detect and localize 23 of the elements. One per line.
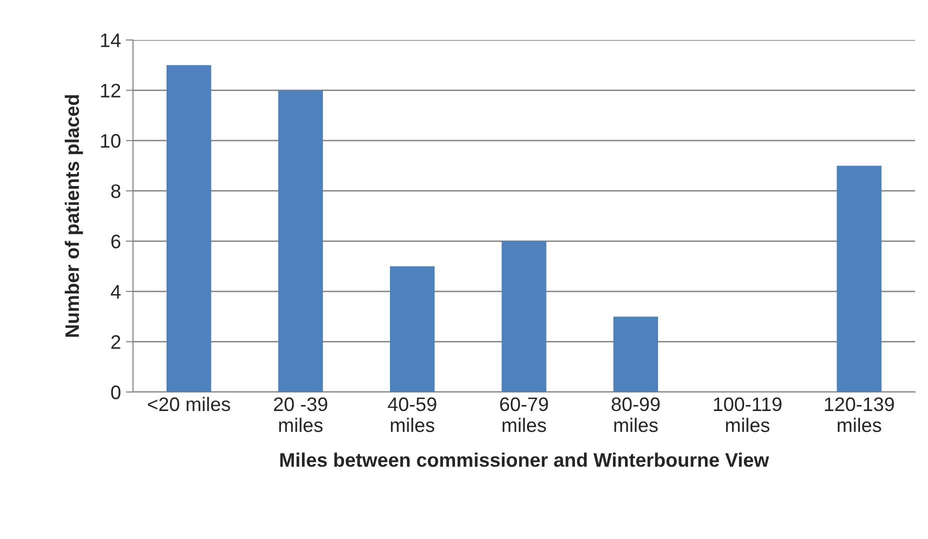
x-tick-label: 80-99 miles [612, 397, 660, 432]
x-tick-label: 120-139 miles [824, 397, 894, 432]
bar [836, 166, 882, 392]
y-tick-label: 14 [101, 34, 121, 48]
x-tick-label: 20 -39 miles [274, 397, 328, 432]
y-axis-title: Number of patients placed [64, 95, 83, 337]
y-tick-label: 2 [111, 335, 120, 349]
y-tick-label: 6 [111, 234, 120, 248]
bar [166, 65, 212, 392]
x-tick-label: 100-119 miles [714, 397, 782, 432]
y-tick-label: 4 [110, 285, 121, 298]
x-tick-label: <20 miles [148, 396, 230, 412]
x-tick-label: 60-79 miles [500, 397, 548, 432]
y-tick-label: 0 [111, 385, 120, 400]
bar [390, 266, 435, 392]
y-tick-label: 10 [101, 134, 120, 148]
x-tick-label: 40-59 miles [388, 397, 436, 432]
bar [502, 241, 546, 392]
y-tick-label: 8 [111, 184, 120, 198]
y-tick-label: 12 [101, 84, 120, 98]
bar [278, 90, 323, 392]
bar [613, 316, 658, 392]
x-axis-title: Miles between commissioner and Winterbourne View [280, 452, 770, 467]
